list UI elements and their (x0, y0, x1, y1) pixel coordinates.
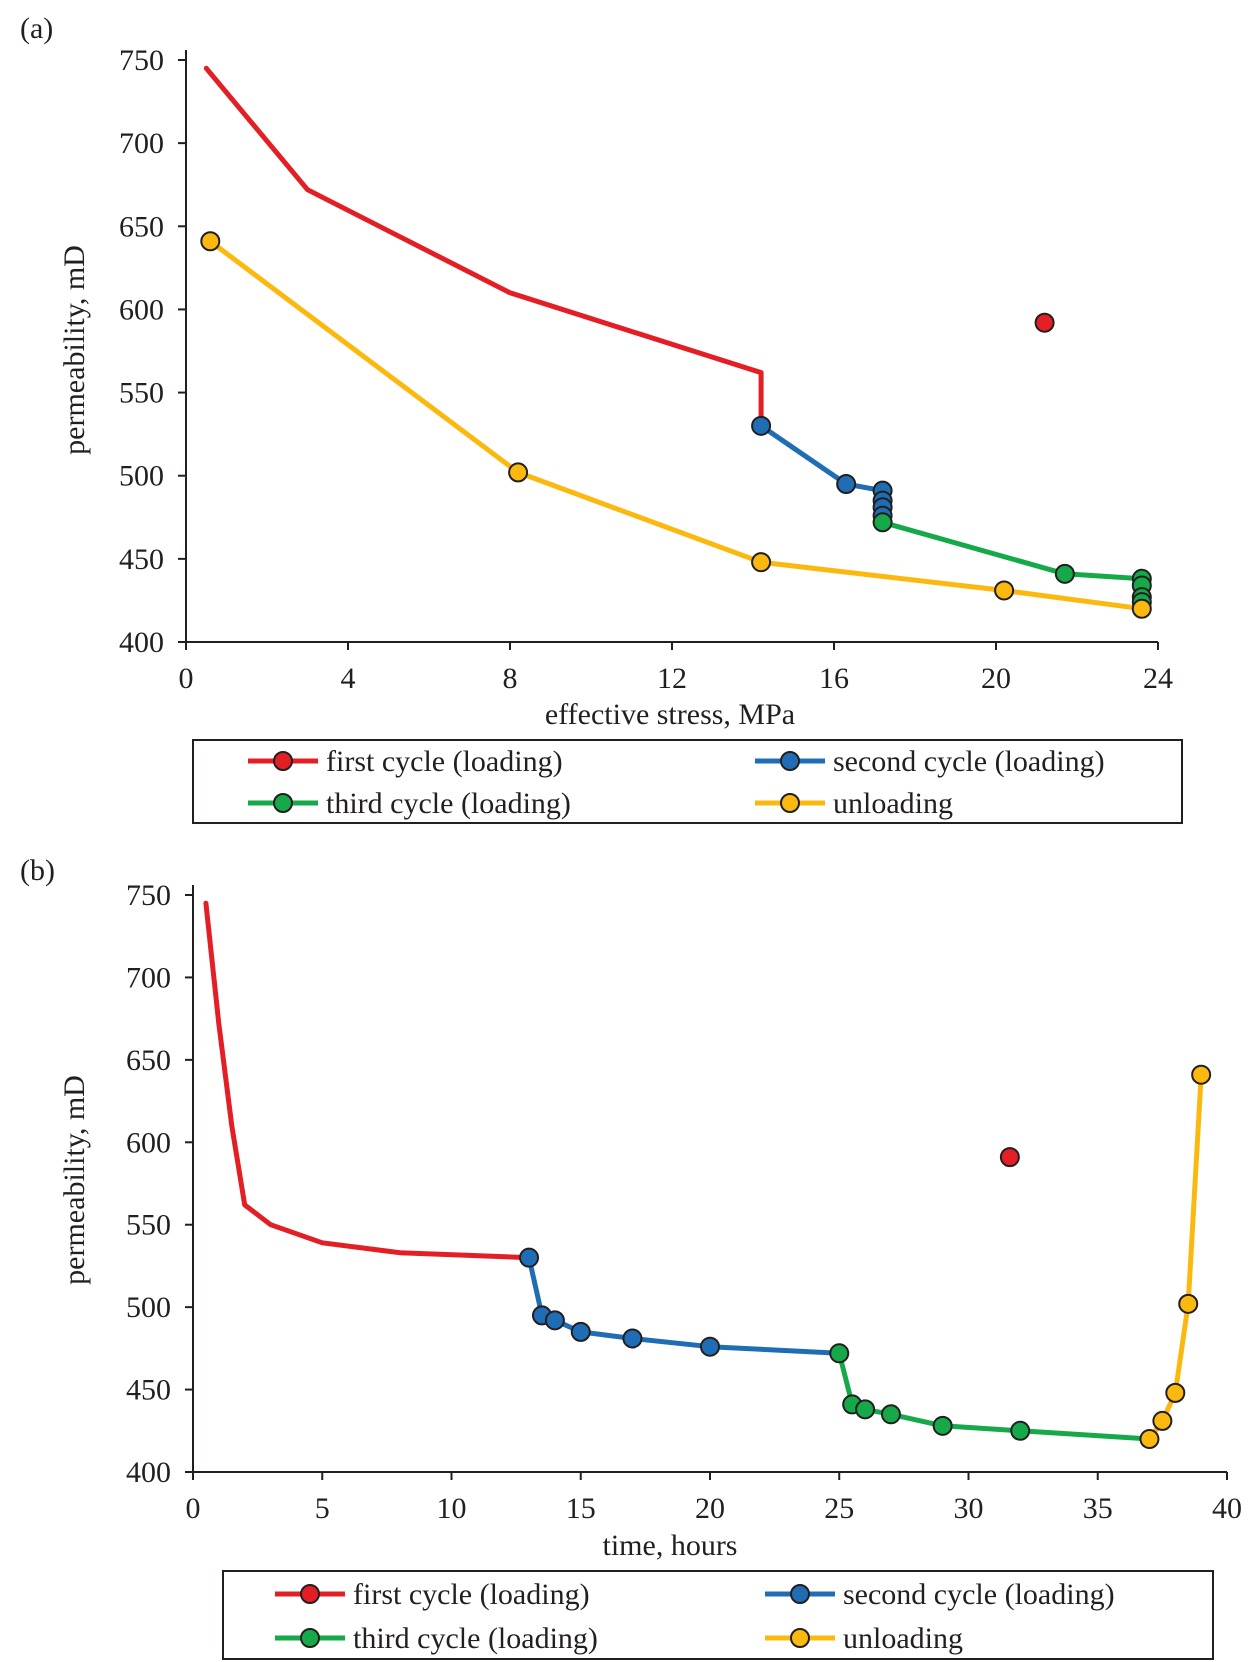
x-tick-label: 12 (657, 662, 687, 695)
y-tick-label: 450 (119, 543, 164, 576)
data-point-third-cycle-loading (829, 1343, 850, 1364)
x-tick-label: 0 (179, 662, 194, 695)
y-tick-label: 400 (126, 1456, 171, 1489)
x-tick-label: 8 (503, 662, 518, 695)
legend-swatch-marker (790, 1584, 810, 1604)
legend-swatch-marker (300, 1628, 320, 1648)
data-point-third-cycle-loading (932, 1415, 953, 1436)
y-tick-label: 700 (126, 961, 171, 994)
data-point-first-cycle-loading (999, 1147, 1020, 1168)
x-tick-label: 35 (1083, 1492, 1113, 1525)
legend-label: third cycle (loading) (353, 1622, 598, 1655)
y-tick-label: 750 (119, 44, 164, 77)
x-tick-label: 15 (566, 1492, 596, 1525)
legend-swatch-marker (300, 1584, 320, 1604)
legend-swatch-marker (790, 1628, 810, 1648)
series-line-third-cycle-loading (836, 1350, 1152, 1442)
legend-label: unloading (833, 787, 953, 820)
data-point-unloading (1139, 1429, 1160, 1450)
y-tick-label: 700 (119, 127, 164, 160)
data-point-third-cycle-loading (872, 512, 893, 533)
data-point-unloading (1191, 1064, 1212, 1085)
data-point-second-cycle-loading (570, 1321, 591, 1342)
y-tick-label: 500 (126, 1291, 171, 1324)
panel-label: (b) (20, 854, 55, 887)
series-line-second-cycle-loading (758, 423, 886, 525)
y-tick-label: 550 (119, 377, 164, 410)
y-tick-label: 750 (126, 879, 171, 912)
data-point-first-cycle-loading (1034, 312, 1055, 333)
y-tick-label: 650 (119, 210, 164, 243)
legend-swatch-marker (780, 793, 800, 813)
data-point-second-cycle-loading (700, 1336, 720, 1357)
y-tick-label: 650 (126, 1044, 171, 1077)
x-tick-label: 25 (824, 1492, 854, 1525)
legend-swatch-marker (273, 751, 293, 771)
legend-label: unloading (843, 1622, 963, 1655)
data-point-unloading (1152, 1410, 1173, 1431)
data-point-second-cycle-loading (751, 415, 772, 436)
y-tick-label: 600 (119, 293, 164, 326)
series-line-first-cycle-loading (203, 65, 764, 429)
x-tick-label: 20 (695, 1492, 725, 1525)
x-tick-label: 0 (186, 1492, 201, 1525)
x-tick-label: 24 (1143, 662, 1173, 695)
data-point-unloading (200, 231, 221, 252)
legend-label: first cycle (loading) (326, 745, 563, 778)
legend-box (222, 1570, 1214, 1660)
x-tick-label: 30 (954, 1492, 984, 1525)
legend-label: first cycle (loading) (353, 1578, 590, 1611)
data-point-second-cycle-loading (622, 1328, 643, 1349)
x-axis-title: time, hours (603, 1529, 738, 1562)
y-tick-label: 400 (119, 626, 164, 659)
series-line-first-cycle-loading (203, 900, 532, 1261)
data-point-third-cycle-loading (1054, 563, 1075, 584)
data-point-second-cycle-loading (544, 1310, 565, 1331)
panel-a: (a) 400 450 500 550 600 650 700 750 0 4 8 12 16 20 24 ef… (20, 12, 1183, 824)
legend-label: third cycle (loading) (326, 787, 571, 820)
x-tick-label: 20 (981, 662, 1011, 695)
x-axis-title: effective stress, MPa (545, 698, 795, 731)
panel-label: (a) (20, 12, 53, 45)
legend-swatch-marker (273, 793, 293, 813)
y-axis-title: permeability, mD (58, 1075, 91, 1285)
y-tick-label: 550 (126, 1209, 171, 1242)
data-point-unloading (751, 552, 772, 573)
legend-box (192, 739, 1183, 824)
y-tick-label: 500 (119, 460, 164, 493)
data-point-third-cycle-loading (1010, 1420, 1031, 1441)
x-tick-label: 5 (315, 1492, 330, 1525)
x-tick-label: 10 (437, 1492, 467, 1525)
data-point-third-cycle-loading (880, 1404, 901, 1425)
data-point-second-cycle-loading (519, 1247, 540, 1268)
data-point-unloading (1178, 1293, 1199, 1314)
data-point-third-cycle-loading (855, 1399, 876, 1420)
data-point-second-cycle-loading (836, 474, 857, 495)
data-point-unloading (994, 580, 1015, 601)
data-point-unloading (1131, 598, 1152, 619)
data-point-unloading (508, 462, 529, 483)
legend-label: second cycle (loading) (843, 1578, 1115, 1611)
y-axis-title: permeability, mD (58, 245, 91, 455)
panel-b: (b) 400 450 500 550 600 650 700 750 0 5 10 15 20 25 30 3… (20, 854, 1242, 1660)
x-tick-label: 40 (1212, 1492, 1242, 1525)
y-tick-label: 450 (126, 1374, 171, 1407)
legend-label: second cycle (loading) (833, 745, 1105, 778)
x-tick-label: 4 (341, 662, 356, 695)
data-point-unloading (1165, 1382, 1186, 1403)
y-tick-label: 600 (126, 1126, 171, 1159)
x-tick-label: 16 (819, 662, 849, 695)
legend-swatch-marker (780, 751, 800, 771)
